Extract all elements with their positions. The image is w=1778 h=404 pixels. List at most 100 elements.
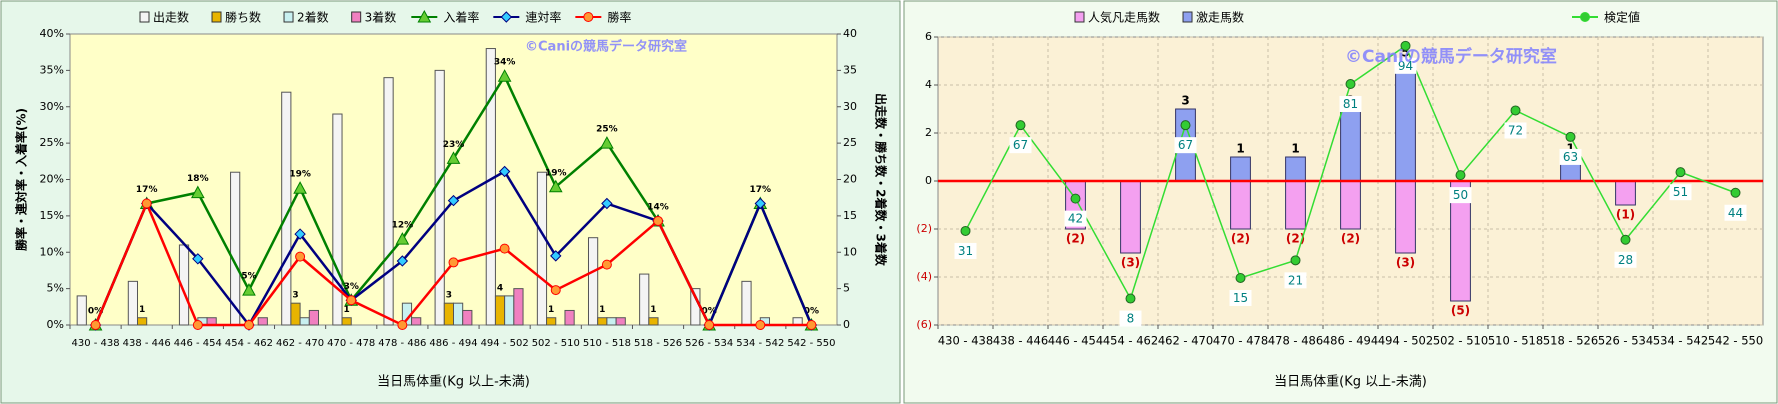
data-label: 15 (1233, 291, 1248, 305)
y-tick-label: 2 (925, 126, 932, 139)
data-label: 19% (289, 170, 311, 180)
data-label: (2) (1231, 232, 1250, 246)
y2-axis-title: 出走数・勝ち数・2着数・3着数 (874, 93, 889, 267)
x-tick-label: 534 - 542 (1653, 334, 1708, 348)
bar (341, 317, 352, 326)
x-tick-label: 430 - 438 (938, 334, 993, 348)
data-label: 23% (443, 140, 465, 150)
bar (411, 317, 422, 326)
bar (257, 317, 268, 326)
bar (434, 69, 445, 326)
legend-label: 勝ち数 (225, 10, 261, 25)
data-label: (2) (1286, 232, 1305, 246)
legend-swatch (139, 11, 150, 23)
x-tick-label: 430 - 438 (71, 338, 119, 349)
bar (443, 302, 454, 326)
plot-area (69, 33, 838, 326)
x-tick-label: 510 - 518 (1488, 334, 1543, 348)
x-tick-label: 470 - 478 (327, 338, 375, 349)
data-label-box (1504, 122, 1527, 139)
marker (446, 151, 461, 164)
x-tick-label: 534 - 542 (736, 338, 784, 349)
bar (606, 317, 617, 326)
bar (597, 317, 608, 326)
data-label: (1) (1616, 208, 1635, 222)
bar (1615, 180, 1636, 206)
y-tick-label: 15% (40, 209, 64, 222)
marker (1235, 272, 1246, 283)
data-label: 19% (545, 168, 567, 178)
y-tick-label: 5% (47, 282, 64, 295)
bar (1395, 180, 1416, 254)
data-label-box (1339, 96, 1362, 113)
y-tick-label: 4 (925, 78, 932, 91)
data-label: 5 (1401, 46, 1409, 60)
marker (499, 243, 510, 254)
data-label: 72 (1508, 123, 1523, 137)
x-tick-label: 454 - 462 (225, 338, 273, 349)
marker (192, 253, 204, 265)
y-tick-label: (2) (916, 222, 932, 235)
x-tick-label: 510 - 518 (583, 338, 631, 349)
marker (447, 194, 460, 207)
legend-label: 2着数 (297, 10, 329, 25)
x-tick-label: 478 - 486 (378, 338, 426, 349)
marker (1070, 193, 1081, 204)
data-label: 5% (241, 272, 256, 282)
y-axis-title: 勝率・連対率・入着率(%) (14, 108, 29, 251)
marker (1675, 167, 1686, 178)
data-label: 3 (292, 291, 298, 301)
data-label: 42 (1068, 212, 1083, 226)
legend-swatch (351, 11, 362, 23)
legend-label: 激走馬数 (1196, 10, 1244, 25)
y2-tick-label: 25 (843, 136, 857, 149)
marker (192, 320, 203, 330)
legend-label: 3着数 (365, 10, 397, 25)
data-label: 17% (136, 185, 158, 195)
marker (754, 197, 767, 210)
marker (1580, 12, 1590, 22)
marker (346, 295, 357, 306)
y-tick-label: 30% (40, 100, 64, 113)
watermark: ©Caniの競馬データ研究室 (525, 39, 687, 55)
bar (1120, 180, 1141, 254)
bar (76, 295, 87, 326)
y2-tick-label: 10 (843, 245, 857, 258)
data-label: 67 (1013, 138, 1028, 152)
marker (397, 320, 408, 330)
marker (1455, 170, 1466, 181)
marker (242, 283, 256, 296)
x-tick-label: 438 - 446 (993, 334, 1048, 348)
x-tick-label: 486 - 494 (1323, 334, 1378, 348)
marker (190, 185, 205, 199)
x-tick-label: 462 - 470 (1158, 334, 1213, 348)
bar (615, 317, 626, 326)
marker (1730, 187, 1741, 198)
marker (1290, 255, 1301, 266)
legend-label: 連対率 (525, 10, 561, 25)
legend-label: 入着率 (443, 10, 479, 25)
data-label: 4 (497, 283, 503, 293)
data-label-box (1119, 310, 1142, 327)
y2-tick-label: 30 (843, 100, 857, 113)
bar (136, 317, 148, 326)
bar (1285, 180, 1306, 230)
bar (1340, 108, 1361, 182)
data-label: 1 (1291, 142, 1299, 156)
y-tick-label: 0% (47, 318, 64, 331)
marker (396, 255, 409, 267)
data-label: 8 (1127, 312, 1135, 326)
marker (704, 320, 715, 330)
marker (550, 250, 562, 262)
bar (1285, 156, 1306, 182)
data-label: (3) (1396, 256, 1415, 270)
watermark: ©Caniの競馬データ研究室 (1345, 46, 1557, 67)
data-label: 1 (343, 305, 349, 315)
bar (494, 295, 506, 326)
x-tick-label: 470 - 478 (1213, 334, 1268, 348)
bar (564, 309, 575, 326)
data-label: 81 (1343, 97, 1358, 111)
marker (1180, 120, 1191, 131)
marker (448, 257, 459, 268)
bar (513, 288, 524, 326)
